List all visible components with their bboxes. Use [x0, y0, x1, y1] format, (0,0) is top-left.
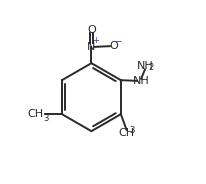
Text: CH: CH [27, 109, 43, 119]
Text: NH: NH [137, 61, 154, 71]
Text: 3: 3 [129, 126, 135, 135]
Text: +: + [92, 36, 99, 45]
Text: NH: NH [133, 76, 150, 86]
Text: O: O [87, 25, 96, 35]
Text: 2: 2 [149, 63, 154, 72]
Text: −: − [114, 36, 122, 45]
Text: CH: CH [118, 128, 135, 138]
Text: 3: 3 [43, 114, 48, 123]
Text: N: N [87, 42, 96, 52]
Text: O: O [109, 41, 118, 51]
